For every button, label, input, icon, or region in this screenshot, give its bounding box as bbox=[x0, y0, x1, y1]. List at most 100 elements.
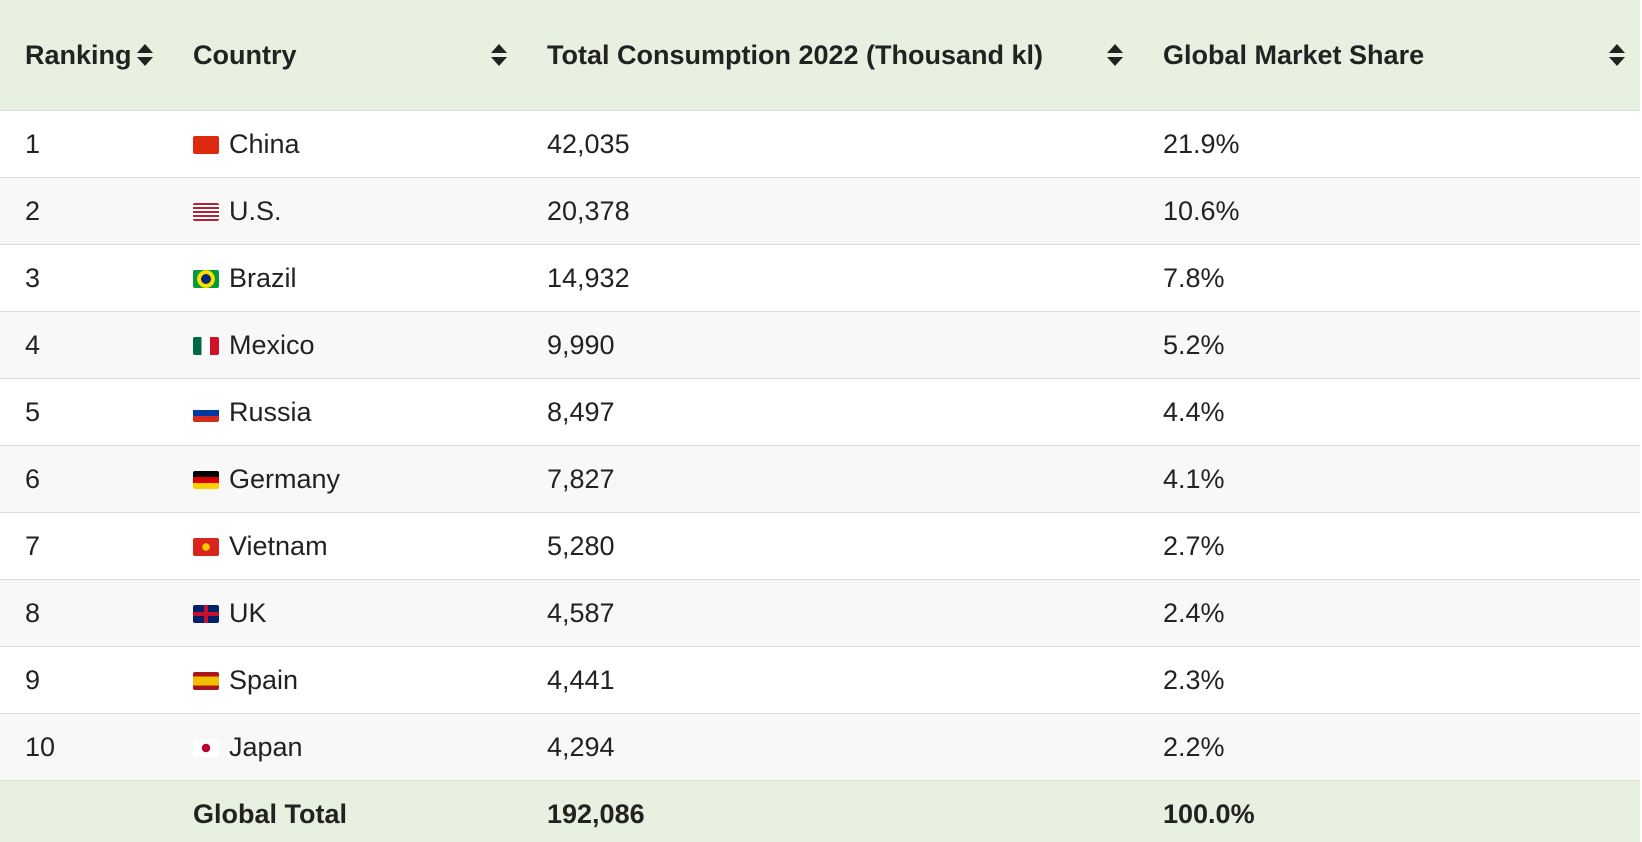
column-title: Total Consumption 2022 (Thousand kl) bbox=[547, 40, 1044, 70]
table-cell: 8 bbox=[0, 579, 168, 647]
cell-text: China bbox=[229, 128, 300, 159]
table-cell: 7.8% bbox=[1138, 244, 1640, 312]
cell-text: 6 bbox=[25, 463, 41, 494]
cell-text: 3 bbox=[25, 262, 41, 293]
cell-text: 2.4% bbox=[1163, 597, 1225, 628]
flag-icon bbox=[193, 202, 219, 221]
column-title: Country bbox=[193, 40, 297, 70]
cell-text: 20,378 bbox=[547, 195, 630, 226]
cell-text: 5.2% bbox=[1163, 329, 1225, 360]
cell-text: Russia bbox=[229, 396, 312, 427]
table-cell: 4.4% bbox=[1138, 378, 1640, 446]
table-cell bbox=[0, 780, 168, 842]
table-row: 9 Spain 4,441 2.3% bbox=[0, 646, 1640, 714]
table-cell: 6 bbox=[0, 445, 168, 513]
table-cell: Global Total bbox=[168, 780, 522, 842]
table-cell: 5 bbox=[0, 378, 168, 446]
column-header[interactable]: Global Market Share bbox=[1138, 0, 1640, 111]
table-cell: 2.3% bbox=[1138, 646, 1640, 714]
cell-text: 5,280 bbox=[547, 530, 615, 561]
cell-text: U.S. bbox=[229, 195, 282, 226]
sort-icon[interactable] bbox=[1608, 43, 1626, 67]
cell-text: 2.7% bbox=[1163, 530, 1225, 561]
table-cell: U.S. bbox=[168, 177, 522, 245]
cell-text: 10 bbox=[25, 731, 56, 762]
sort-icon[interactable] bbox=[136, 43, 154, 67]
table-cell: 42,035 bbox=[522, 110, 1138, 178]
table-row: 3 Brazil 14,932 7.8% bbox=[0, 244, 1640, 312]
cell-text: 1 bbox=[25, 128, 41, 159]
table-cell: Spain bbox=[168, 646, 522, 714]
cell-text: 4,294 bbox=[547, 731, 615, 762]
header-row: Ranking Country Total Consumption 2022 (Th… bbox=[0, 0, 1640, 111]
cell-text: Spain bbox=[229, 664, 299, 695]
table-row: 4 Mexico 9,990 5.2% bbox=[0, 311, 1640, 379]
table-cell: 4.1% bbox=[1138, 445, 1640, 513]
cell-text: 9,990 bbox=[547, 329, 615, 360]
cell-text: UK bbox=[229, 597, 267, 628]
cell-text: 7,827 bbox=[547, 463, 615, 494]
table-cell: Japan bbox=[168, 713, 522, 781]
table-cell: China bbox=[168, 110, 522, 178]
cell-text: 9 bbox=[25, 664, 41, 695]
table-cell: 4 bbox=[0, 311, 168, 379]
table-cell: 1 bbox=[0, 110, 168, 178]
cell-text: 8 bbox=[25, 597, 41, 628]
cell-text: 7 bbox=[25, 530, 41, 561]
cell-text: 100.0% bbox=[1163, 798, 1255, 829]
cell-text: 2.2% bbox=[1163, 731, 1225, 762]
table-cell: 4,587 bbox=[522, 579, 1138, 647]
table-cell: 2.4% bbox=[1138, 579, 1640, 647]
cell-text: 5 bbox=[25, 396, 41, 427]
column-header[interactable]: Total Consumption 2022 (Thousand kl) bbox=[522, 0, 1138, 111]
cell-text: Germany bbox=[229, 463, 341, 494]
column-header[interactable]: Country bbox=[168, 0, 522, 111]
table-cell: 7 bbox=[0, 512, 168, 580]
table-cell: Russia bbox=[168, 378, 522, 446]
table-cell: Brazil bbox=[168, 244, 522, 312]
sort-arrows bbox=[1609, 44, 1625, 66]
cell-text: Global Total bbox=[193, 798, 347, 829]
table-cell: 2.7% bbox=[1138, 512, 1640, 580]
cell-text: Vietnam bbox=[229, 530, 328, 561]
table-body: 1 China 42,035 21.9% 2 U.S. 20,378 10.6% 3 Brazil… bbox=[0, 110, 1640, 781]
cell-text: 4,441 bbox=[547, 664, 615, 695]
table-cell: Vietnam bbox=[168, 512, 522, 580]
column-header[interactable]: Ranking bbox=[0, 0, 168, 111]
table-cell: 5.2% bbox=[1138, 311, 1640, 379]
table-row: 1 China 42,035 21.9% bbox=[0, 110, 1640, 178]
flag-icon bbox=[193, 537, 219, 556]
flag-icon bbox=[193, 671, 219, 690]
sort-arrows bbox=[1107, 44, 1123, 66]
table-cell: 8,497 bbox=[522, 378, 1138, 446]
table-cell: 192,086 bbox=[522, 780, 1138, 842]
table-cell: 4,441 bbox=[522, 646, 1138, 714]
table-cell: 14,932 bbox=[522, 244, 1138, 312]
cell-text: 4.1% bbox=[1163, 463, 1225, 494]
flag-icon bbox=[193, 470, 219, 489]
table-cell: Germany bbox=[168, 445, 522, 513]
flag-icon bbox=[193, 738, 219, 757]
cell-text: 10.6% bbox=[1163, 195, 1240, 226]
table-cell: 2 bbox=[0, 177, 168, 245]
table-row: 6 Germany 7,827 4.1% bbox=[0, 445, 1640, 513]
column-title: Global Market Share bbox=[1163, 40, 1425, 70]
table-cell: 9 bbox=[0, 646, 168, 714]
flag-icon bbox=[193, 336, 219, 355]
sort-icon[interactable] bbox=[1106, 43, 1124, 67]
table-cell: 4,294 bbox=[522, 713, 1138, 781]
table-row: 2 U.S. 20,378 10.6% bbox=[0, 177, 1640, 245]
sort-icon[interactable] bbox=[490, 43, 508, 67]
cell-text: 7.8% bbox=[1163, 262, 1225, 293]
table-cell: 20,378 bbox=[522, 177, 1138, 245]
table-row: 10 Japan 4,294 2.2% bbox=[0, 713, 1640, 781]
flag-icon bbox=[193, 604, 219, 623]
table-cell: 7,827 bbox=[522, 445, 1138, 513]
cell-text: 4,587 bbox=[547, 597, 615, 628]
cell-text: Japan bbox=[229, 731, 303, 762]
footer-row: Global Total 192,086 100.0% bbox=[0, 780, 1640, 842]
cell-text: 42,035 bbox=[547, 128, 630, 159]
table-cell: 100.0% bbox=[1138, 780, 1640, 842]
table-row: 5 Russia 8,497 4.4% bbox=[0, 378, 1640, 446]
table-cell: UK bbox=[168, 579, 522, 647]
